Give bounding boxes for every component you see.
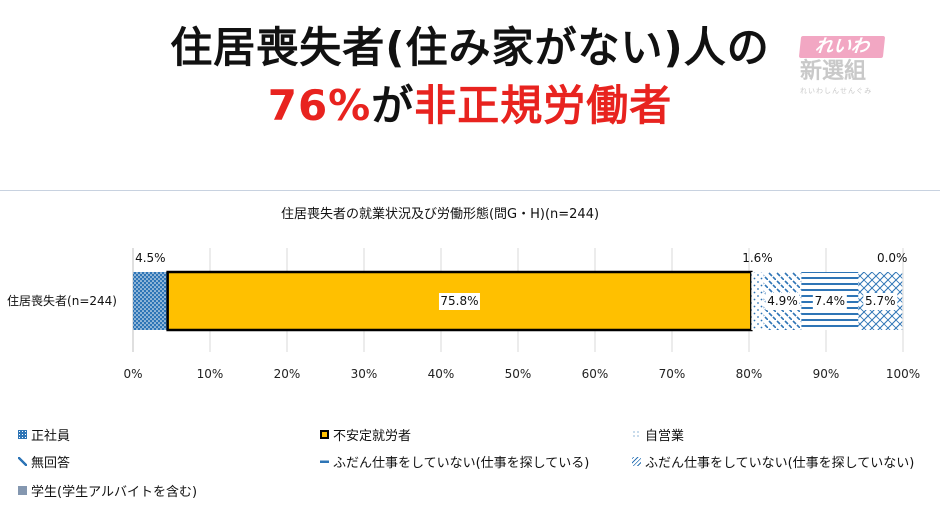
- data-label-bg-4: [812, 293, 847, 310]
- chart-title: 住居喪失者の就業状況及び労働形態(問G・H)(n=244): [281, 206, 599, 222]
- headline-percent: 76%: [267, 81, 372, 130]
- legend-label-0: 正社員: [31, 429, 71, 444]
- data-label-1: 75.8%: [440, 294, 478, 308]
- data-label-4: 7.4%: [815, 294, 846, 308]
- x-tick-labels: 0% 10% 20% 30% 40% 50% 60% 70% 80% 90% 100%: [123, 367, 920, 381]
- legend-label-1: 不安定就労者: [333, 429, 412, 444]
- legend-item-1: 不安定就労者: [320, 425, 411, 444]
- legend-swatch-1: [320, 430, 329, 439]
- legend-item-3: 無回答: [18, 452, 70, 471]
- data-label-2: 1.6%: [742, 251, 773, 265]
- data-label-6: 0.0%: [877, 251, 908, 265]
- legend-item-5: ふだん仕事をしていない(仕事を探していない): [632, 452, 914, 471]
- legend-label-5: ふだん仕事をしていない(仕事を探していない): [645, 456, 915, 471]
- legend-label-4: ふだん仕事をしていない(仕事を探している): [333, 456, 590, 471]
- logo-mid-text: 新選組: [800, 58, 867, 84]
- headline-line1: 住居喪失者(住み家がない)人の: [170, 23, 770, 72]
- party-logo: れいわ 新選組 れいわしんせんぐみ: [798, 36, 896, 102]
- headline-emphasis: 非正規労働者: [414, 81, 673, 130]
- legend-label-3: 無回答: [31, 456, 71, 471]
- data-label-5: 5.7%: [865, 294, 896, 308]
- x-tick-label-6: 60%: [582, 367, 609, 381]
- data-label-bg-5: [863, 293, 898, 310]
- headline-line2: 76%が非正規労働者: [0, 72, 940, 133]
- legend-swatch-5: [632, 457, 641, 466]
- legend-swatch-2: [632, 430, 641, 439]
- x-tick-label-5: 50%: [505, 367, 532, 381]
- legend-swatch-6: [18, 486, 27, 495]
- logo-sub-text: れいわしんせんぐみ: [800, 87, 873, 95]
- headline-connector: が: [371, 81, 415, 130]
- data-label-3: 4.9%: [767, 294, 798, 308]
- data-label-bg-3: [765, 293, 800, 310]
- x-tick-label-0: 0%: [123, 367, 142, 381]
- x-tick-label-1: 10%: [197, 367, 224, 381]
- x-tick-label-8: 80%: [736, 367, 763, 381]
- data-label-0: 4.5%: [135, 251, 166, 265]
- legend-swatch-3: [18, 457, 27, 466]
- legend-label-6: 学生(学生アルバイトを含む): [31, 485, 198, 500]
- data-label-bg-1: [438, 293, 480, 310]
- legend-item-0: 正社員: [18, 425, 70, 444]
- legend-item-2: 自営業: [632, 425, 684, 444]
- bar-segment-0: [133, 272, 168, 330]
- data-labels: 4.5% 75.8% 1.6% 4.9% 7.4% 5.7% 0.0%: [135, 251, 907, 310]
- legend-swatch-4: [320, 457, 329, 466]
- section-divider: [0, 190, 940, 191]
- legend-label-2: 自営業: [645, 429, 685, 444]
- legend-item-4: ふだん仕事をしていない(仕事を探している): [320, 452, 589, 471]
- x-tick-label-9: 90%: [813, 367, 840, 381]
- category-label: 住居喪失者(n=244): [7, 293, 117, 308]
- x-tick-label-3: 30%: [351, 367, 378, 381]
- x-tick-label-4: 40%: [428, 367, 455, 381]
- legend-item-6: 学生(学生アルバイトを含む): [18, 481, 197, 500]
- bar-segment-2: [751, 272, 764, 330]
- x-tick-label-2: 20%: [274, 367, 301, 381]
- x-tick-label-10: 100%: [886, 367, 920, 381]
- legend-swatch-0: [18, 430, 27, 439]
- x-tick-label-7: 70%: [659, 367, 686, 381]
